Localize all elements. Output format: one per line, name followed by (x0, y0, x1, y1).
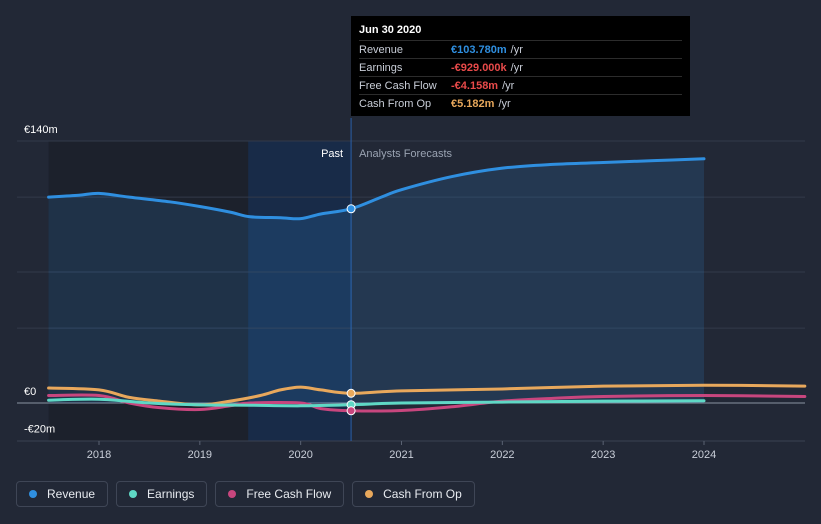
tooltip-label: Earnings (359, 61, 403, 74)
y-tick-label: -€20m (24, 423, 55, 435)
series-line-cash-from-op (47, 383, 807, 407)
legend-label: Revenue (47, 487, 96, 501)
y-tick-label: €140m (24, 124, 58, 136)
legend: Revenue Earnings Free Cash Flow Cash Fro… (16, 481, 475, 507)
tooltip-unit: /yr (502, 79, 515, 92)
tooltip-row-fcf: Free Cash Flow -€4.158m /yr (359, 76, 682, 94)
tooltip-label: Free Cash Flow (359, 79, 437, 92)
tooltip-row-cfo: Cash From Op €5.182m /yr (359, 94, 682, 112)
revenue-area (48, 158, 705, 403)
tooltip-value: -€4.158m (451, 79, 499, 92)
marker-point-free-cash-flow (346, 406, 356, 416)
tooltip-value: €103.780m (451, 43, 507, 56)
legend-item-free-cash-flow[interactable]: Free Cash Flow (215, 481, 345, 507)
series-line-revenue (47, 157, 706, 221)
y-tick-label: €0 (24, 386, 36, 398)
legend-item-earnings[interactable]: Earnings (116, 481, 208, 507)
legend-dot-icon (365, 490, 374, 498)
x-tick-label: 2023 (591, 449, 615, 461)
marker-point-revenue (346, 204, 356, 214)
legend-dot-icon (228, 490, 237, 498)
legend-item-cash-from-op[interactable]: Cash From Op (352, 481, 475, 507)
marker-point-cash-from-op (346, 388, 356, 398)
x-tick-label: 2021 (389, 449, 413, 461)
tooltip-title: Jun 30 2020 (359, 24, 422, 36)
forecast-label: Analysts Forecasts (359, 148, 452, 160)
x-tick-label: 2020 (288, 449, 312, 461)
tooltip-unit: /yr (510, 61, 523, 74)
x-tick-label: 2018 (87, 449, 111, 461)
legend-item-revenue[interactable]: Revenue (16, 481, 109, 507)
legend-dot-icon (129, 490, 138, 498)
tooltip-row-earnings: Earnings -€929.000k /yr (359, 58, 682, 76)
legend-label: Cash From Op (383, 487, 462, 501)
tooltip-label: Revenue (359, 43, 404, 56)
tooltip-label: Cash From Op (359, 97, 432, 110)
legend-label: Free Cash Flow (246, 487, 332, 501)
past-zone (48, 141, 249, 441)
tooltip-unit: /yr (498, 97, 511, 110)
x-tick-label: 2024 (692, 449, 716, 461)
legend-dot-icon (29, 490, 37, 498)
past-label: Past (321, 148, 343, 160)
tooltip-row-revenue: Revenue €103.780m /yr (359, 40, 682, 58)
x-tick-label: 2019 (188, 449, 212, 461)
series-line-free-cash-flow (47, 393, 807, 413)
x-tick-label: 2022 (490, 449, 514, 461)
chart: Past Analysts Forecasts €140m €0 -€20m 2018 20… (17, 118, 807, 461)
tooltip: Jun 30 2020 Revenue €103.780m /yr Earnin… (351, 16, 690, 116)
legend-label: Earnings (147, 487, 195, 501)
tooltip-value: €5.182m (451, 97, 495, 110)
tooltip-unit: /yr (510, 43, 523, 56)
series-line-earnings (47, 397, 706, 408)
tooltip-value: -€929.000k (451, 61, 507, 74)
